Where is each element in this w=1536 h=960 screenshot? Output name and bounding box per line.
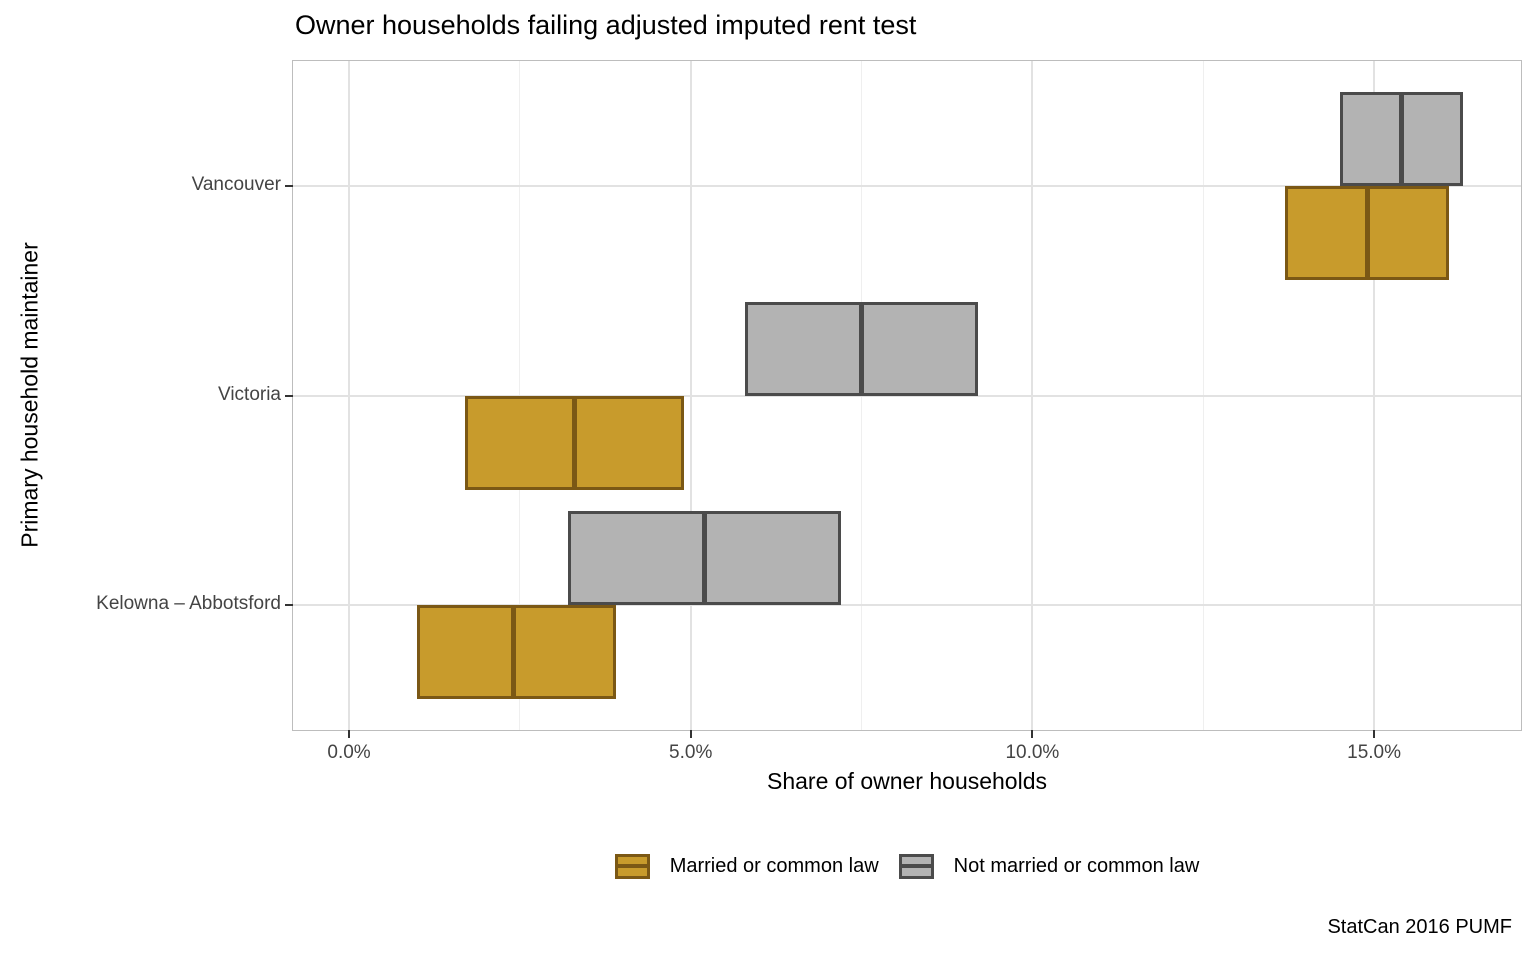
x-axis-title: Share of owner households: [766, 768, 1048, 794]
legend-key-icon: [614, 853, 650, 879]
legend-item-not-married-or-common-law: Not married or common law: [898, 853, 1200, 879]
x-tick-label: 15.0%: [1347, 742, 1401, 763]
legend-key-icon: [898, 853, 934, 879]
caption: StatCan 2016 PUMF: [1327, 916, 1512, 938]
legend-item-married-or-common-law: Married or common law: [614, 853, 879, 879]
y-tick-label-vancouver: Vancouver: [191, 174, 281, 196]
crossbar-married-or-common-law-kelowna-abbotsford: [417, 604, 616, 699]
crossbar-midline-not-married-or-common-law-vancouver: [1398, 95, 1404, 184]
legend: Married or common law Not married or comm…: [293, 846, 1521, 886]
y-tick-mark: [285, 394, 293, 397]
x-tick-mark: [348, 730, 351, 738]
crossbar-midline-married-or-common-law-vancouver: [1364, 189, 1370, 278]
x-tick-mark: [1373, 730, 1376, 738]
y-axis-title: Primary household maintainer: [16, 242, 43, 548]
x-tick-mark: [1031, 730, 1034, 738]
crossbar-midline-not-married-or-common-law-kelowna-abbotsford: [701, 513, 707, 602]
legend-key-midline: [617, 864, 647, 868]
y-tick-label-victoria: Victoria: [217, 383, 281, 405]
crossbar-midline-married-or-common-law-victoria: [572, 398, 578, 487]
gridline-major-horizontal: [293, 185, 1521, 188]
x-tick-label: 5.0%: [669, 742, 713, 763]
crossbar-midline-not-married-or-common-law-victoria: [859, 304, 865, 393]
gridline-major-horizontal: [293, 394, 1521, 397]
y-tick-mark: [285, 185, 293, 188]
legend-key-midline: [901, 864, 931, 868]
crossbar-midline-married-or-common-law-kelowna-abbotsford: [510, 607, 516, 696]
x-tick-label: 10.0%: [1005, 742, 1060, 763]
x-tick-mark: [689, 730, 692, 738]
y-tick-mark: [285, 603, 293, 606]
legend-label-married-or-common-law: Married or common law: [669, 854, 879, 877]
chart-title: Owner households failing adjusted impute…: [295, 10, 917, 40]
gridline-major-horizontal: [293, 603, 1521, 606]
legend-label-not-married-or-common-law: Not married or common law: [953, 854, 1200, 877]
x-tick-label: 0.0%: [327, 742, 371, 763]
y-tick-label-kelowna-abbotsford: Kelowna – Abbotsford: [96, 592, 281, 614]
